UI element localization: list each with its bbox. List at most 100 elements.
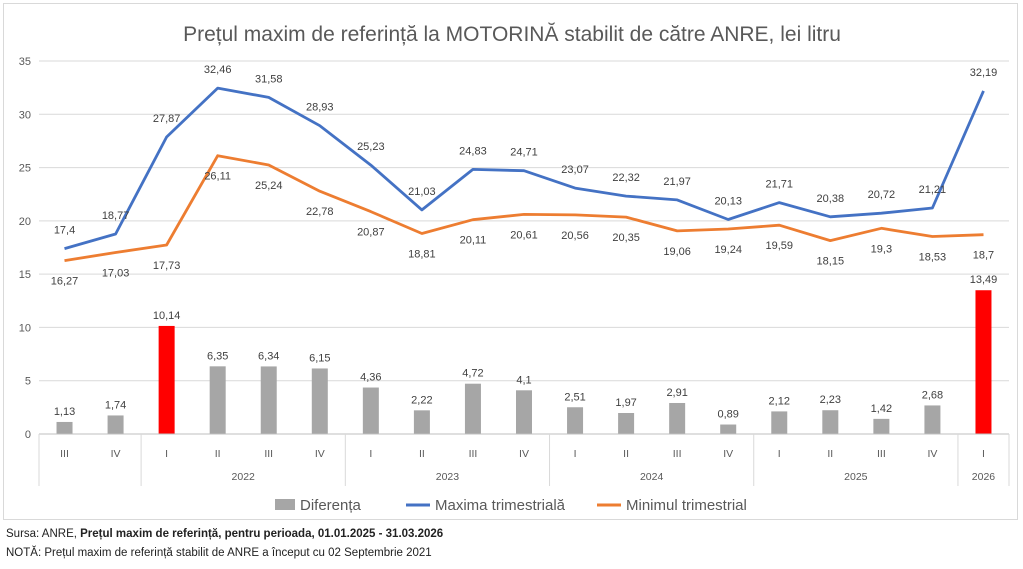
- min-data-label: 17,73: [153, 260, 181, 272]
- max-data-label: 21,03: [408, 186, 436, 198]
- max-data-label: 21,21: [919, 184, 947, 196]
- min-data-label: 19,3: [871, 243, 892, 255]
- bar-diferenta: [260, 366, 277, 434]
- quarter-tick-label: III: [877, 448, 886, 460]
- bar-data-label: 6,15: [309, 352, 330, 364]
- bar-diferenta: [618, 413, 635, 434]
- quarter-tick-label: I: [369, 448, 372, 460]
- bar-diferenta: [56, 421, 73, 434]
- min-data-label: 18,7: [973, 250, 994, 262]
- y-tick-label: 25: [19, 163, 31, 175]
- bar-data-label: 6,34: [258, 350, 279, 362]
- bar-diferenta: [873, 418, 890, 434]
- max-data-label: 32,19: [970, 67, 998, 79]
- quarter-tick-label: I: [778, 448, 781, 460]
- year-group-label: 2025: [844, 471, 868, 483]
- min-data-label: 19,59: [765, 240, 793, 252]
- max-data-label: 28,93: [306, 102, 334, 114]
- quarter-tick-label: II: [215, 448, 221, 460]
- y-tick-label: 20: [19, 216, 31, 228]
- bar-data-label: 2,91: [666, 387, 687, 399]
- quarter-tick-label: III: [469, 448, 478, 460]
- note-line: NOTĂ: Prețul maxim de referință stabilit…: [6, 547, 432, 559]
- bar-diferenta: [209, 366, 226, 434]
- year-group-label: 2023: [436, 471, 460, 483]
- max-data-label: 22,32: [612, 172, 640, 184]
- bar-data-label: 6,35: [207, 350, 228, 362]
- min-data-label: 20,56: [561, 230, 589, 242]
- max-data-label: 27,87: [153, 113, 181, 125]
- y-tick-label: 5: [25, 376, 31, 388]
- min-data-label: 18,15: [817, 256, 845, 268]
- line-minimul: [64, 154, 984, 262]
- min-data-label: 18,53: [919, 252, 947, 264]
- bar-diferenta: [822, 410, 839, 434]
- bar-diferenta: [567, 407, 584, 434]
- bar-data-label: 1,97: [615, 397, 636, 409]
- bar-diferenta: [669, 402, 686, 434]
- max-data-label: 25,23: [357, 141, 385, 153]
- bar-diferenta: [362, 387, 379, 434]
- y-tick-label: 15: [19, 269, 31, 281]
- bar-data-label: 1,13: [54, 406, 75, 418]
- bar-data-label: 2,51: [564, 391, 585, 403]
- legend-label: Minimul trimestrial: [626, 497, 747, 514]
- max-data-label: 24,71: [510, 147, 538, 159]
- y-tick-label: 35: [19, 56, 31, 68]
- bar-data-label: 1,42: [871, 403, 892, 415]
- min-data-label: 20,35: [612, 232, 640, 244]
- bar-diferenta: [464, 383, 481, 434]
- bar-data-label: 2,12: [769, 395, 790, 407]
- max-data-label: 21,71: [765, 179, 793, 191]
- min-data-label: 17,03: [102, 268, 130, 280]
- max-data-label: 20,72: [868, 189, 896, 201]
- quarter-tick-label: IV: [111, 448, 121, 460]
- bar-diferenta: [158, 325, 175, 434]
- quarter-tick-label: IV: [723, 448, 733, 460]
- min-data-label: 19,06: [663, 246, 691, 258]
- bar-data-label: 4,36: [360, 372, 381, 384]
- legend-swatch-diferenta: [275, 499, 295, 510]
- max-data-label: 20,13: [714, 195, 742, 207]
- bar-diferenta: [975, 290, 992, 434]
- quarter-tick-label: III: [60, 448, 69, 460]
- y-tick-label: 10: [19, 322, 31, 334]
- bar-data-label: 2,68: [922, 389, 943, 401]
- max-data-label: 23,07: [561, 164, 589, 176]
- line-maxima: [64, 86, 985, 250]
- min-data-label: 22,78: [306, 206, 334, 218]
- bar-data-label: 0,89: [717, 409, 738, 421]
- y-tick-label: 0: [25, 429, 31, 441]
- bar-data-label: 10,14: [153, 310, 181, 322]
- bar-diferenta: [720, 424, 737, 434]
- legend-label: Diferența: [300, 497, 362, 514]
- bar-diferenta: [311, 368, 328, 434]
- quarter-tick-label: II: [419, 448, 425, 460]
- bar-data-label: 4,72: [462, 368, 483, 380]
- diesel-price-chart: Prețul maxim de referință la MOTORINĂ st…: [19, 23, 1010, 514]
- source-line: Sursa: ANRE, Prețul maxim de referință, …: [6, 528, 443, 540]
- source-prefix: Sursa: ANRE,: [6, 528, 81, 540]
- year-group-label: 2026: [972, 471, 996, 483]
- bar-data-label: 2,23: [820, 394, 841, 406]
- max-data-label: 21,97: [663, 176, 691, 188]
- year-group-label: 2024: [640, 471, 664, 483]
- max-data-label: 31,58: [255, 73, 283, 85]
- max-data-label: 18,77: [102, 210, 130, 222]
- min-data-label: 20,61: [510, 229, 538, 241]
- quarter-tick-label: IV: [315, 448, 325, 460]
- min-data-label: 20,11: [460, 235, 487, 247]
- bar-data-label: 1,74: [105, 399, 126, 411]
- max-data-label: 32,46: [204, 64, 232, 76]
- bar-diferenta: [924, 405, 941, 434]
- chart-frame: Prețul maxim de referință la MOTORINĂ st…: [3, 3, 1018, 520]
- min-data-label: 20,87: [357, 227, 385, 239]
- quarter-tick-label: III: [264, 448, 273, 460]
- bar-diferenta: [516, 390, 532, 434]
- year-group-label: 2022: [232, 471, 256, 483]
- min-data-label: 25,24: [255, 180, 283, 192]
- quarter-tick-label: I: [165, 448, 168, 460]
- quarter-tick-label: I: [982, 448, 985, 460]
- quarter-tick-label: IV: [519, 448, 529, 460]
- bar-diferenta: [107, 415, 124, 434]
